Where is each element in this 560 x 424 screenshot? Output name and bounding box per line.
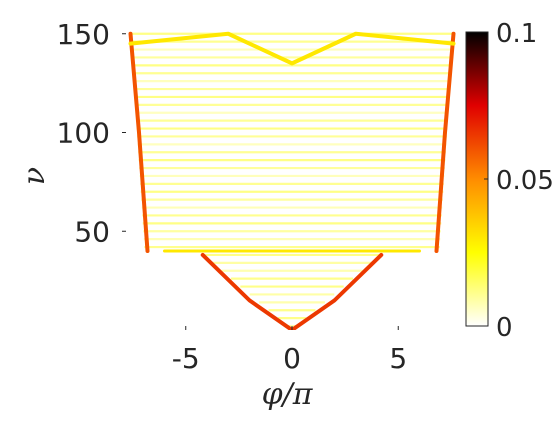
tick-labels: -5 0 5 50 100 150	[57, 18, 408, 375]
heatmap-image	[128, 31, 456, 330]
y-tick-label: 100	[57, 117, 110, 150]
colorbar-tick-label: 0	[496, 313, 513, 343]
feature-upper-lobes	[128, 31, 456, 66]
feature-v-shaped-band	[200, 252, 384, 330]
y-tick-label: 150	[57, 18, 110, 51]
colorbar-tick-label: 0.1	[496, 19, 537, 49]
feature-left-outer-edge	[128, 31, 150, 253]
x-tick-label: 0	[283, 342, 301, 375]
feature-right-outer-edge	[434, 31, 456, 253]
x-tick-label: -5	[172, 342, 200, 375]
fringe-background	[130, 32, 454, 328]
x-axis-label: φ/π	[262, 377, 314, 412]
y-axis-label: ν	[17, 167, 52, 185]
colorbar-tick-label: 0.05	[496, 166, 554, 196]
y-tick-label: 50	[74, 215, 110, 248]
colorbar-ticks: 0 0.05 0.1	[484, 19, 554, 343]
axes	[122, 33, 399, 330]
x-tick-label: 5	[389, 342, 407, 375]
